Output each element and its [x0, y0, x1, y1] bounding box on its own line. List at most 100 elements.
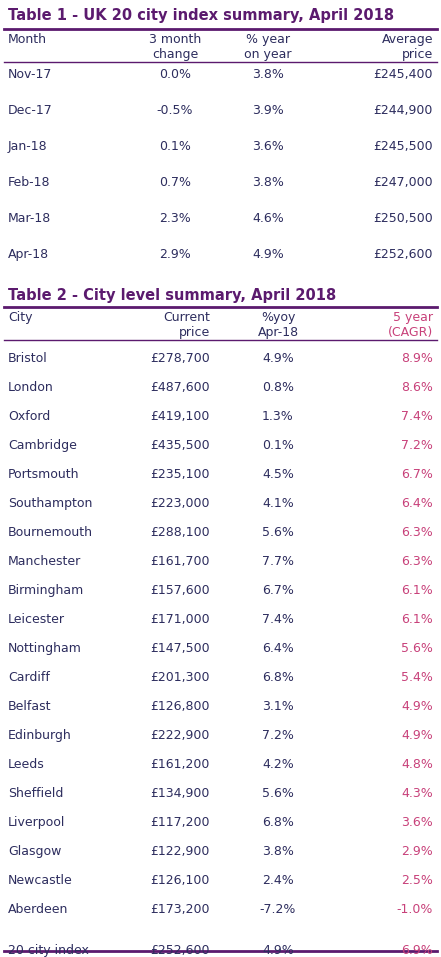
Text: Belfast: Belfast	[8, 700, 52, 713]
Text: Liverpool: Liverpool	[8, 816, 65, 829]
Text: 2.3%: 2.3%	[159, 212, 191, 225]
Text: 4.8%: 4.8%	[401, 758, 433, 771]
Text: Bournemouth: Bournemouth	[8, 526, 93, 539]
Text: 7.4%: 7.4%	[262, 613, 294, 626]
Text: Average
price: Average price	[381, 33, 433, 61]
Text: %yoy
Apr-18: %yoy Apr-18	[258, 311, 299, 339]
Text: 2.9%: 2.9%	[159, 248, 191, 261]
Text: 4.9%: 4.9%	[401, 700, 433, 713]
Text: 5.6%: 5.6%	[262, 526, 294, 539]
Text: £235,100: £235,100	[150, 468, 210, 481]
Text: £157,600: £157,600	[150, 584, 210, 597]
Text: £223,000: £223,000	[150, 497, 210, 510]
Text: Newcastle: Newcastle	[8, 874, 73, 887]
Text: Table 2 - City level summary, April 2018: Table 2 - City level summary, April 2018	[8, 288, 336, 303]
Text: London: London	[8, 381, 54, 394]
Text: 3.6%: 3.6%	[401, 816, 433, 829]
Text: 4.1%: 4.1%	[262, 497, 294, 510]
Text: 4.5%: 4.5%	[262, 468, 294, 481]
Text: 5.4%: 5.4%	[401, 671, 433, 684]
Text: 7.4%: 7.4%	[401, 410, 433, 423]
Text: 6.7%: 6.7%	[262, 584, 294, 597]
Text: £201,300: £201,300	[150, 671, 210, 684]
Text: £134,900: £134,900	[151, 787, 210, 800]
Text: £147,500: £147,500	[150, 642, 210, 655]
Text: Leicester: Leicester	[8, 613, 65, 626]
Text: Table 1 - UK 20 city index summary, April 2018: Table 1 - UK 20 city index summary, Apri…	[8, 8, 394, 23]
Text: 6.9%: 6.9%	[401, 944, 433, 957]
Text: 0.7%: 0.7%	[159, 176, 191, 189]
Text: 6.8%: 6.8%	[262, 671, 294, 684]
Text: 6.3%: 6.3%	[401, 555, 433, 568]
Text: Bristol: Bristol	[8, 352, 48, 365]
Text: Southampton: Southampton	[8, 497, 92, 510]
Text: 2.4%: 2.4%	[262, 874, 294, 887]
Text: 6.1%: 6.1%	[401, 613, 433, 626]
Text: £252,600: £252,600	[150, 944, 210, 957]
Text: £245,400: £245,400	[374, 68, 433, 81]
Text: Dec-17: Dec-17	[8, 104, 53, 117]
Text: Month: Month	[8, 33, 47, 46]
Text: 3.8%: 3.8%	[252, 68, 284, 81]
Text: 8.9%: 8.9%	[401, 352, 433, 365]
Text: £222,900: £222,900	[151, 729, 210, 742]
Text: £419,100: £419,100	[151, 410, 210, 423]
Text: 7.7%: 7.7%	[262, 555, 294, 568]
Text: Oxford: Oxford	[8, 410, 50, 423]
Text: Apr-18: Apr-18	[8, 248, 49, 261]
Text: £161,700: £161,700	[150, 555, 210, 568]
Text: 3.8%: 3.8%	[252, 176, 284, 189]
Text: £247,000: £247,000	[374, 176, 433, 189]
Text: £117,200: £117,200	[150, 816, 210, 829]
Text: £244,900: £244,900	[374, 104, 433, 117]
Text: 0.1%: 0.1%	[262, 439, 294, 452]
Text: Cambridge: Cambridge	[8, 439, 77, 452]
Text: 6.4%: 6.4%	[401, 497, 433, 510]
Text: Birmingham: Birmingham	[8, 584, 84, 597]
Text: Jan-18: Jan-18	[8, 140, 48, 153]
Text: % year
on year: % year on year	[244, 33, 292, 61]
Text: 5 year
(CAGR): 5 year (CAGR)	[388, 311, 433, 339]
Text: 0.1%: 0.1%	[159, 140, 191, 153]
Text: Glasgow: Glasgow	[8, 845, 61, 858]
Text: £171,000: £171,000	[150, 613, 210, 626]
Text: £252,600: £252,600	[374, 248, 433, 261]
Text: 0.0%: 0.0%	[159, 68, 191, 81]
Text: 3.6%: 3.6%	[252, 140, 284, 153]
Text: 4.9%: 4.9%	[262, 352, 294, 365]
Text: 2.5%: 2.5%	[401, 874, 433, 887]
Text: £126,100: £126,100	[151, 874, 210, 887]
Text: -7.2%: -7.2%	[260, 903, 296, 916]
Text: -0.5%: -0.5%	[157, 104, 193, 117]
Text: 6.3%: 6.3%	[401, 526, 433, 539]
Text: 5.6%: 5.6%	[262, 787, 294, 800]
Text: Leeds: Leeds	[8, 758, 45, 771]
Text: £487,600: £487,600	[150, 381, 210, 394]
Text: 3.8%: 3.8%	[262, 845, 294, 858]
Text: 3 month
change: 3 month change	[149, 33, 201, 61]
Text: 7.2%: 7.2%	[401, 439, 433, 452]
Text: 1.3%: 1.3%	[262, 410, 294, 423]
Text: 6.7%: 6.7%	[401, 468, 433, 481]
Text: 6.8%: 6.8%	[262, 816, 294, 829]
Text: 4.9%: 4.9%	[252, 248, 284, 261]
Text: 4.3%: 4.3%	[401, 787, 433, 800]
Text: Cardiff: Cardiff	[8, 671, 50, 684]
Text: Sheffield: Sheffield	[8, 787, 64, 800]
Text: Nottingham: Nottingham	[8, 642, 82, 655]
Text: £288,100: £288,100	[150, 526, 210, 539]
Text: 7.2%: 7.2%	[262, 729, 294, 742]
Text: 3.1%: 3.1%	[262, 700, 294, 713]
Text: 6.1%: 6.1%	[401, 584, 433, 597]
Text: Mar-18: Mar-18	[8, 212, 51, 225]
Text: 4.9%: 4.9%	[401, 729, 433, 742]
Text: £122,900: £122,900	[151, 845, 210, 858]
Text: £126,800: £126,800	[150, 700, 210, 713]
Text: £278,700: £278,700	[150, 352, 210, 365]
Text: Manchester: Manchester	[8, 555, 81, 568]
Text: 20 city index: 20 city index	[8, 944, 89, 957]
Text: Feb-18: Feb-18	[8, 176, 51, 189]
Text: 0.8%: 0.8%	[262, 381, 294, 394]
Text: £435,500: £435,500	[150, 439, 210, 452]
Text: City: City	[8, 311, 33, 324]
